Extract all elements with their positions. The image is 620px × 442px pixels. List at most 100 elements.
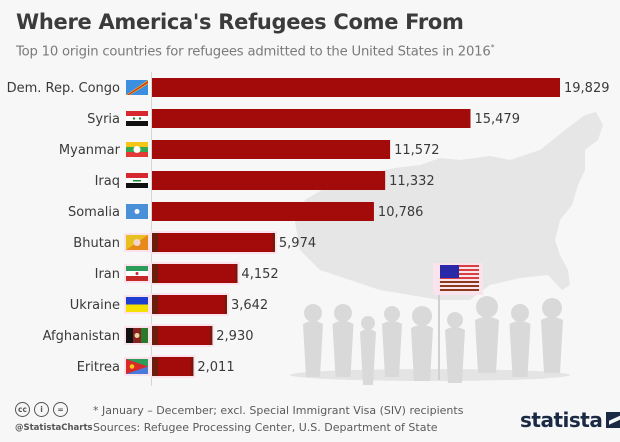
attribution-icon[interactable]: i	[34, 402, 49, 417]
bar	[152, 264, 238, 283]
category-label: Afghanistan	[43, 329, 120, 344]
value-label: 4,152	[241, 267, 278, 282]
flag-part	[133, 146, 141, 153]
category-label: Bhutan	[73, 236, 120, 251]
source-note: Sources: Refugee Processing Center, U.S.…	[93, 421, 438, 434]
bar-row: Bhutan 5,974	[73, 231, 316, 254]
flag-part	[133, 180, 141, 182]
bar	[152, 233, 275, 252]
bar-row: Ukraine 3,642	[70, 293, 268, 316]
bar-row: Iran 4,152	[95, 262, 279, 285]
subtitle-footnote-mark: *	[490, 43, 495, 52]
flag-canton	[440, 265, 459, 278]
person-icon	[332, 304, 354, 377]
value-label: 19,829	[564, 81, 610, 96]
bar	[152, 357, 194, 376]
flag-part	[126, 304, 148, 312]
flag-part	[126, 173, 148, 178]
chart-subtitle: Top 10 origin countries for refugees adm…	[16, 43, 495, 60]
somalia-flag-icon	[126, 204, 148, 219]
flag-part	[126, 297, 148, 305]
flag-part	[126, 121, 148, 126]
value-label: 2,930	[216, 329, 253, 344]
bar-chart: Dem. Rep. Congo 19,829 Syria 15,479 Myanmar 1…	[7, 72, 610, 386]
bar-row: Eritrea 2,011	[77, 355, 235, 378]
myanmar-flag-icon	[126, 142, 148, 157]
flag-part	[134, 209, 140, 214]
person-icon	[509, 304, 531, 377]
bar-row: Syria 15,479	[87, 109, 520, 128]
chart-title: Where America's Refugees Come From	[16, 10, 464, 34]
person-body	[475, 317, 499, 373]
bar	[152, 295, 227, 314]
person-body	[303, 321, 323, 377]
flag-stripe	[440, 289, 479, 291]
category-label: Somalia	[68, 205, 120, 220]
person-head	[304, 304, 322, 322]
value-label: 15,479	[474, 112, 520, 127]
bar	[152, 326, 213, 345]
flag-part	[126, 116, 148, 121]
person-head	[511, 304, 529, 322]
person-head	[447, 312, 463, 328]
flag-stripe	[440, 281, 479, 283]
people-illustration	[303, 296, 563, 385]
flag-part	[132, 117, 136, 120]
iran-flag-icon	[126, 266, 148, 281]
person-head	[412, 306, 432, 326]
bar-edge	[224, 295, 227, 314]
value-label: 11,332	[389, 174, 435, 189]
flag-part	[126, 328, 133, 343]
us-map-silhouette	[295, 112, 603, 300]
category-label: Myanmar	[59, 143, 121, 158]
person-body	[509, 321, 531, 377]
category-label: Syria	[87, 112, 120, 127]
eritrea-flag-icon	[126, 359, 148, 374]
license-icons: cc i =	[15, 402, 68, 417]
subtitle-text: Top 10 origin countries for refugees adm…	[16, 44, 491, 60]
ukraine-flag-icon	[126, 297, 148, 312]
us-flag-icon	[433, 263, 483, 380]
bar-edge	[272, 233, 275, 252]
no-derivatives-icon[interactable]: =	[53, 402, 68, 417]
afghanistan-flag-icon	[126, 328, 148, 343]
flag-part	[133, 239, 141, 246]
value-label: 5,974	[279, 236, 316, 251]
person-icon	[475, 296, 499, 373]
bar	[152, 202, 374, 221]
flag-part	[126, 266, 148, 271]
bar-row: Myanmar 11,572	[59, 140, 440, 159]
bar-edge	[210, 326, 213, 345]
statista-logo[interactable]: statista	[520, 408, 620, 432]
person-body	[382, 321, 402, 377]
person-head	[476, 296, 498, 318]
bar-edge	[191, 357, 194, 376]
person-body	[360, 329, 376, 385]
flag-part	[138, 117, 142, 120]
category-label: Ukraine	[70, 298, 120, 313]
person-head	[361, 316, 375, 330]
bhutan-flag-icon	[126, 235, 148, 250]
bar-edge	[152, 326, 158, 345]
person-icon	[303, 304, 323, 377]
person-icon	[382, 306, 402, 377]
flag-part	[126, 359, 148, 374]
flag-part	[127, 81, 148, 95]
person-head	[384, 306, 400, 322]
flag-part	[141, 328, 148, 343]
flag-part	[126, 183, 148, 188]
category-label: Dem. Rep. Congo	[7, 81, 120, 96]
person-icon	[541, 298, 563, 373]
value-label: 10,786	[378, 205, 424, 220]
bar	[152, 78, 560, 97]
flag-part	[126, 152, 148, 157]
category-label: Iran	[95, 267, 120, 282]
creative-commons-icon[interactable]: cc	[15, 402, 30, 417]
value-label: 2,011	[197, 360, 234, 375]
logo-text: statista	[520, 408, 603, 432]
twitter-handle[interactable]: @StatistaCharts	[15, 423, 93, 433]
bar-row: Iraq 11,332	[95, 171, 435, 190]
bar-row: Somalia 10,786	[68, 202, 423, 221]
value-label: 3,642	[231, 298, 268, 313]
bar-edge	[152, 295, 158, 314]
